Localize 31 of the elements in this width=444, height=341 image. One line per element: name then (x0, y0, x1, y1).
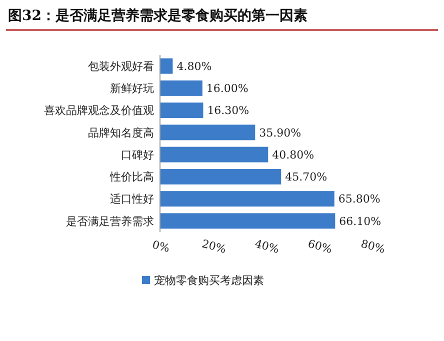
y-tick-label: 适口性好 (110, 192, 154, 206)
bar (160, 191, 334, 207)
y-tick-label: 是否满足营养需求 (66, 214, 154, 228)
bar (160, 168, 282, 184)
bar (160, 146, 268, 162)
data-label: 40.80% (272, 148, 314, 162)
x-tick-label: 80% (359, 237, 386, 256)
bar (160, 58, 173, 74)
y-tick-label: 喜欢品牌观念及价值观 (44, 104, 154, 118)
data-label: 16.00% (206, 82, 248, 96)
y-tick-label: 口碑好 (121, 148, 154, 162)
y-tick-label: 品牌知名度高 (88, 126, 154, 140)
chart-title: 图32：是否满足营养需求是零食购买的第一因素 (8, 7, 308, 24)
x-tick-label: 60% (306, 237, 334, 256)
x-tick-label: 40% (253, 237, 280, 256)
y-tick-label: 新鲜好玩 (110, 82, 154, 96)
bar (160, 213, 336, 229)
bar (160, 80, 202, 96)
data-label: 35.90% (259, 126, 302, 140)
data-label: 45.70% (285, 170, 328, 184)
data-label: 4.80% (176, 60, 212, 73)
x-tick-label: 0% (150, 238, 172, 256)
bar (160, 102, 204, 118)
bar (160, 124, 256, 140)
data-label: 16.30% (207, 104, 250, 118)
y-tick-label: 包装外观好看 (88, 60, 154, 73)
y-tick-label: 性价比高 (109, 170, 154, 184)
data-label: 66.10% (339, 214, 382, 228)
legend-label: 宠物零食购买考虑因素 (154, 274, 264, 287)
x-tick-label: 20% (200, 237, 228, 256)
data-label: 65.80% (338, 192, 380, 206)
